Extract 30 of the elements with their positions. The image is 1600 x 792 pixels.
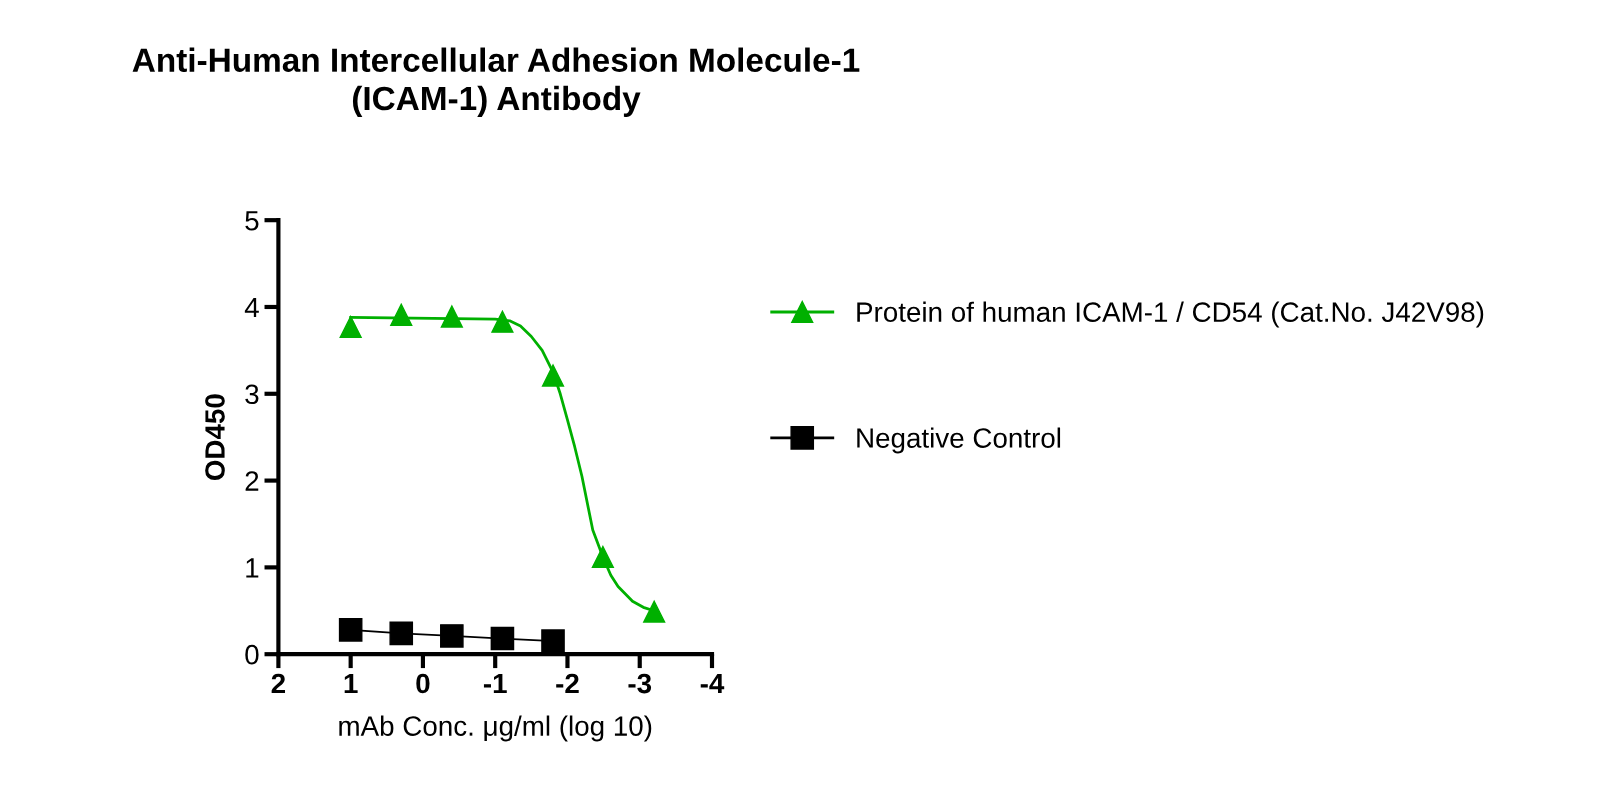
x-tick-label: -1: [483, 673, 507, 694]
y-axis-title: OD450: [205, 394, 225, 481]
point: [390, 303, 413, 326]
point: [490, 626, 515, 651]
y-tick-label: 5: [245, 211, 259, 231]
y-tick-label: 1: [246, 558, 259, 578]
y-tick-label: 2: [245, 471, 259, 491]
x-tick-label: 1: [344, 673, 358, 694]
y-tick-label: 0: [245, 644, 259, 665]
legend-label: Negative Control: [857, 427, 1061, 454]
x-axis-title: mAb Conc. μg/ml (log 10): [339, 715, 652, 742]
point: [440, 624, 464, 648]
point: [339, 315, 362, 339]
point: [491, 310, 514, 333]
x-tick-label: 2: [271, 673, 286, 694]
chart-title: Anti-Human Intercellular Adhesion Molecule-1 (ICAM-1) Antibody: [132, 47, 860, 117]
point: [338, 618, 363, 642]
point: [389, 621, 414, 646]
y-tick-label: 3: [245, 384, 259, 405]
legend-label: Protein of human ICAM-1 / CD54 (Cat.No. J42V98): [857, 301, 1484, 328]
x-tick-label: -3: [628, 673, 652, 694]
x-tick-label: 0: [416, 673, 430, 694]
x-tick-label: -4: [700, 673, 725, 694]
y-tick-label: 4: [244, 297, 259, 318]
point: [591, 545, 614, 569]
point: [541, 364, 565, 387]
point: [643, 600, 666, 623]
point: [541, 629, 565, 653]
x-tick-label: -2: [556, 673, 579, 694]
point: [440, 305, 463, 328]
